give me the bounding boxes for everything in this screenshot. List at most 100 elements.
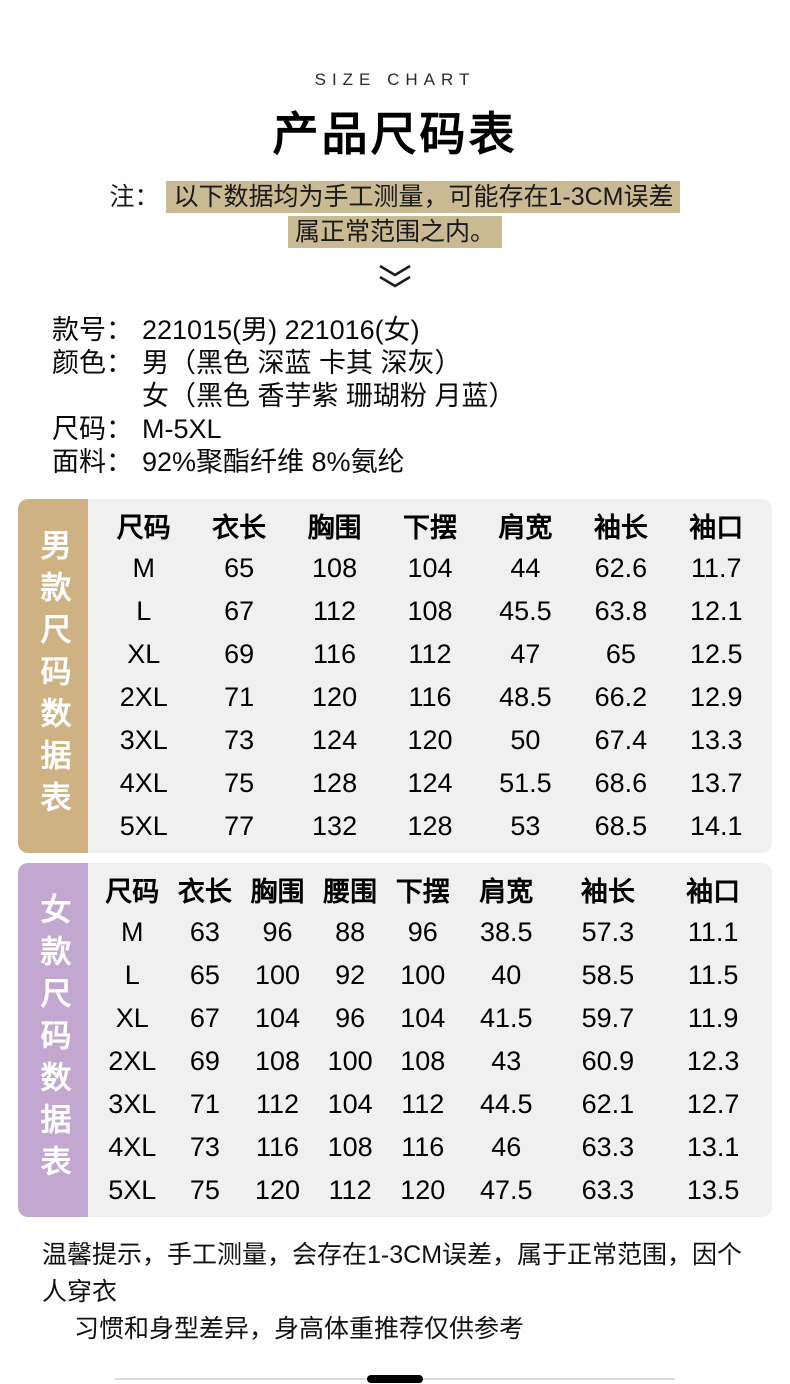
- table-cell: 11.9: [687, 1003, 739, 1033]
- column-header: 袖长: [580, 877, 635, 907]
- table-cell: 100: [400, 960, 446, 990]
- column-header: 衣长: [212, 513, 267, 543]
- table-cell: 104: [400, 1003, 446, 1033]
- table-row: 4XL 73 116 108 116 46 63.3 13.1: [96, 1126, 764, 1169]
- info-label-size: 尺码：: [52, 414, 133, 444]
- table-cell: 50: [510, 725, 541, 755]
- info-row-color-men: 颜色： 男（黑色 深蓝 卡其 深灰）: [52, 347, 790, 380]
- info-value-fabric: 92%聚酯纤维 8%氨纶: [142, 447, 405, 477]
- info-value-color-women: 女（黑色 香芋紫 珊瑚粉 月蓝）: [142, 381, 516, 411]
- men-table-side-label: 男款尺码数据表: [18, 499, 88, 853]
- table-cell: 112: [408, 639, 452, 669]
- table-cell: 58.5: [581, 960, 635, 990]
- note-prefix: 注：: [109, 183, 160, 211]
- table-cell: 12.3: [686, 1046, 740, 1076]
- table-cell: 47.5: [479, 1175, 533, 1205]
- table-cell: 65: [224, 553, 255, 583]
- table-cell: 108: [312, 553, 358, 583]
- table-row: 5XL 77 132 128 53 68.5 14.1: [96, 805, 764, 848]
- table-cell: 88: [335, 917, 366, 947]
- women-table-side-label: 女款尺码数据表: [18, 863, 88, 1217]
- table-row: 2XL 69 108 100 108 43 60.9 12.3: [96, 1040, 764, 1083]
- table-cell: 67: [224, 596, 255, 626]
- info-row-model: 款号： 221015(男) 221016(女): [52, 314, 790, 347]
- table-row: 5XL 75 120 112 120 47.5 63.3 13.5: [96, 1169, 764, 1212]
- table-header-row: 尺码 衣长 胸围 腰围 下摆 肩宽 袖长 袖口: [96, 868, 764, 911]
- table-cell: 47: [510, 639, 541, 669]
- men-table-body: 尺码 衣长 胸围 下摆 肩宽 袖长 袖口 M 65 108 104 44 62.6 11.7 L 67 112 1…: [88, 499, 772, 853]
- table-row: M 65 108 104 44 62.6 11.7: [96, 547, 764, 590]
- column-header: 肩宽: [498, 513, 553, 543]
- table-row: 4XL 75 128 124 51.5 68.6 13.7: [96, 762, 764, 805]
- column-header: 胸围: [307, 513, 362, 543]
- table-cell: 73: [189, 1132, 220, 1162]
- info-value-size: M-5XL: [142, 414, 222, 444]
- table-cell: 5XL: [108, 1175, 157, 1205]
- table-cell: 5XL: [119, 811, 168, 841]
- column-header: 尺码: [105, 877, 160, 907]
- table-row: XL 69 116 112 47 65 12.5: [96, 633, 764, 676]
- table-cell: M: [121, 917, 144, 947]
- table-cell: XL: [115, 1003, 149, 1033]
- table-cell: L: [124, 960, 140, 990]
- table-cell: 65: [605, 639, 636, 669]
- column-header: 肩宽: [479, 877, 534, 907]
- table-cell: 112: [313, 596, 357, 626]
- table-cell: 108: [407, 596, 453, 626]
- table-cell: 120: [407, 725, 453, 755]
- size-chart-page: SIZE CHART 产品尺码表 注： 以下数据均为手工测量，可能存在1-3CM…: [0, 70, 790, 1383]
- table-cell: XL: [127, 639, 161, 669]
- table-cell: 124: [312, 725, 358, 755]
- table-cell: 51.5: [499, 768, 552, 798]
- table-cell: 44.5: [479, 1089, 533, 1119]
- table-row: L 67 112 108 45.5 63.8 12.1: [96, 590, 764, 633]
- table-cell: 116: [313, 639, 357, 669]
- table-cell: 11.5: [687, 960, 739, 990]
- table-cell: 45.5: [499, 596, 552, 626]
- page-title: 产品尺码表: [272, 108, 518, 160]
- table-cell: 41.5: [479, 1003, 533, 1033]
- table-cell: 13.5: [686, 1175, 740, 1205]
- table-cell: 63.8: [594, 596, 648, 626]
- table-cell: 116: [401, 1132, 445, 1162]
- table-cell: 38.5: [479, 917, 533, 947]
- table-cell: 63.3: [581, 1132, 635, 1162]
- table-cell: 128: [407, 811, 453, 841]
- table-cell: 43: [491, 1046, 522, 1076]
- table-cell: 104: [327, 1089, 373, 1119]
- table-cell: 40: [491, 960, 522, 990]
- table-cell: 120: [312, 682, 358, 712]
- table-cell: 120: [254, 1175, 301, 1205]
- table-cell: 63: [189, 917, 220, 947]
- table-cell: 128: [312, 768, 358, 798]
- table-cell: 67: [189, 1003, 220, 1033]
- footer-note: 温馨提示，手工测量，会存在1-3CM误差，属于正常范围，因个人穿衣 习惯和身型差…: [42, 1237, 752, 1348]
- table-cell: 100: [254, 960, 301, 990]
- table-cell: 116: [408, 682, 452, 712]
- table-cell: 71: [224, 682, 255, 712]
- men-table-side-label-text: 男款尺码数据表: [35, 529, 71, 823]
- info-label-empty: [52, 380, 142, 413]
- column-header: 下摆: [402, 513, 457, 543]
- table-row: 3XL 71 112 104 112 44.5 62.1 12.7: [96, 1083, 764, 1126]
- table-cell: 62.1: [581, 1089, 635, 1119]
- table-cell: 96: [335, 1003, 366, 1033]
- table-cell: 14.1: [690, 811, 743, 841]
- column-header: 袖口: [686, 877, 741, 907]
- bottom-divider: [0, 1374, 790, 1384]
- table-cell: 12.7: [686, 1089, 740, 1119]
- table-cell: 53: [510, 811, 541, 841]
- info-label-color: 颜色：: [52, 348, 133, 378]
- table-row: L 65 100 92 100 40 58.5 11.5: [96, 954, 764, 997]
- info-row-color-women: 女（黑色 香芋紫 珊瑚粉 月蓝）: [52, 380, 790, 413]
- measurement-note: 注： 以下数据均为手工测量，可能存在1-3CM误差 属正常范围之内。: [0, 180, 790, 250]
- table-cell: 68.5: [594, 811, 648, 841]
- table-cell: 71: [189, 1089, 220, 1119]
- table-cell: 67.4: [594, 725, 648, 755]
- table-row: XL 67 104 96 104 41.5 59.7 11.9: [96, 997, 764, 1040]
- table-cell: 12.1: [690, 596, 743, 626]
- eyebrow-size-chart: SIZE CHART: [314, 70, 476, 89]
- column-header: 下摆: [395, 877, 450, 907]
- table-cell: 96: [407, 917, 438, 947]
- table-cell: 11.1: [687, 917, 739, 947]
